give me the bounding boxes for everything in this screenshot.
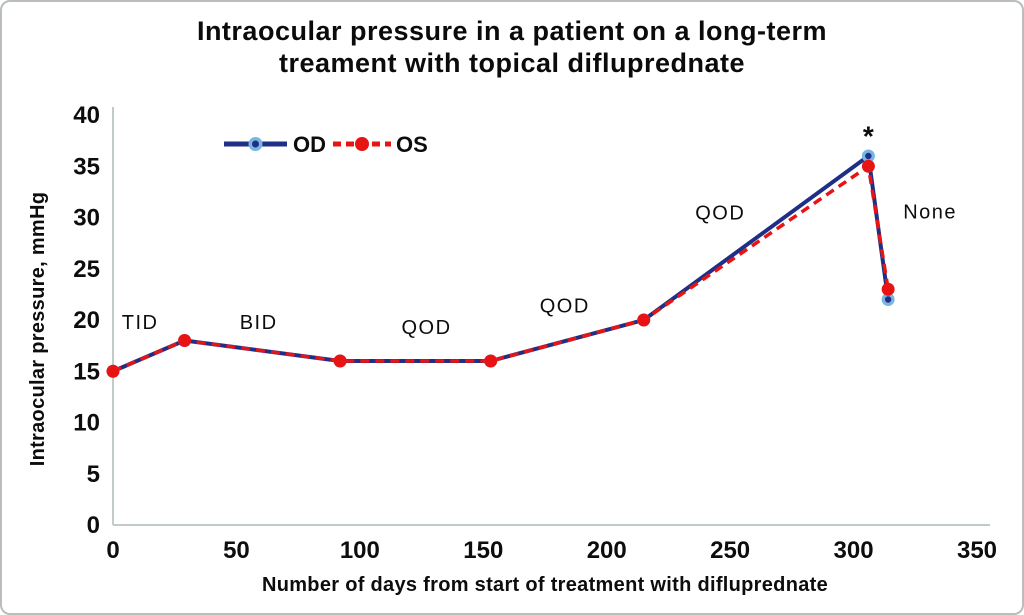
os-marker [333,354,347,368]
od-marker-core [865,152,872,160]
annotation-tid: TID [122,312,159,334]
annotation-qod: QOD [695,202,745,224]
y-tick-label: 5 [87,461,100,488]
y-tick-label: 25 [73,256,100,283]
x-tick-label: 100 [340,537,380,564]
legend-od-marker-core [252,140,259,148]
os-marker [861,159,875,173]
annotation-bid: BID [240,312,278,334]
y-tick-label: 20 [73,307,100,334]
chart-title-line1: Intraocular pressure in a patient on a l… [196,16,828,46]
os-marker [637,313,651,327]
y-tick-label: 40 [73,102,100,129]
x-tick-label: 150 [463,537,503,564]
y-tick-label: 35 [73,153,100,180]
annotation-none: None [903,201,957,223]
legend-os-marker [355,137,369,151]
os-marker [178,334,192,347]
y-tick-label: 30 [73,205,100,232]
x-tick-label: 250 [710,537,750,564]
os-marker [106,364,120,378]
x-tick-label: 0 [106,537,119,564]
annotation-qod: QOD [401,317,451,339]
os-marker [484,354,498,368]
annotation-qod: QOD [540,296,590,318]
od-marker-core [884,296,892,303]
x-tick-label: 50 [223,537,250,564]
os-marker [881,282,895,296]
legend-label-os: OS [396,132,428,157]
chart-title: Intraocular pressure in a patient on a l… [2,15,1022,79]
y-tick-label: 0 [87,512,100,539]
y-tick-label: 10 [73,410,100,437]
annotation-star: * [863,120,874,151]
y-tick-label: 15 [73,358,100,385]
od-series-line [112,154,891,374]
x-tick-label: 350 [957,537,997,564]
x-tick-label: 200 [587,537,627,564]
x-tick-label: 300 [834,537,874,564]
y-axis-title: Intraocular pressure, mmHg [27,192,49,467]
legend-label-od: OD [293,132,326,157]
os-series-line [112,164,890,373]
x-axis-title: Number of days from start of treatment w… [262,574,828,596]
chart-title-line2: treament with topical difluprednate [278,48,746,78]
